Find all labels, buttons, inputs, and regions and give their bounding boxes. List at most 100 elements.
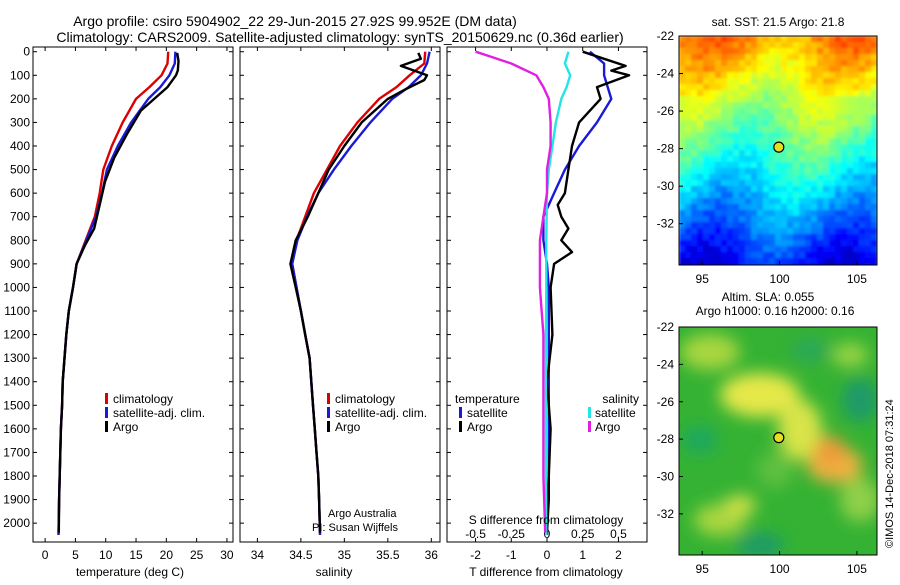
sst-cell (835, 96, 842, 103)
sst-cell (775, 174, 782, 181)
temperature-x-ticks: 0 5 10 15 20 25 30 (42, 47, 234, 562)
sst-cell (691, 198, 698, 205)
sst-cell (787, 156, 794, 163)
sst-cell (745, 126, 752, 133)
sst-cell (697, 228, 704, 235)
sst-cell (745, 90, 752, 97)
series-line-salinity-argo (475, 50, 552, 533)
sst-cell (715, 96, 722, 103)
sst-cell (817, 204, 824, 211)
sst-cell (787, 198, 794, 205)
sst-cell (787, 54, 794, 61)
sst-cell (709, 198, 716, 205)
sst-cell (709, 192, 716, 199)
sst-cell (769, 222, 776, 229)
sst-cell (841, 102, 848, 109)
sst-cell (805, 252, 812, 259)
sst-cell (703, 240, 710, 247)
sst-cell (793, 156, 800, 163)
sst-cell (853, 120, 860, 127)
sst-cell (793, 108, 800, 115)
sst-cell (763, 96, 770, 103)
sst-cell (775, 102, 782, 109)
sst-cell (769, 60, 776, 67)
sst-cell (817, 150, 824, 157)
sst-cell (733, 192, 740, 199)
sst-cell (829, 102, 836, 109)
sst-cell (697, 132, 704, 139)
sst-cell (835, 198, 842, 205)
sst-map (679, 36, 877, 265)
sst-cell (685, 168, 692, 175)
sst-cell (697, 48, 704, 55)
sst-cell (871, 168, 877, 175)
sst-cell (727, 210, 734, 217)
x-tick-label: 36 (425, 548, 439, 562)
sst-cell (775, 96, 782, 103)
depth-tick-label: 1100 (4, 304, 30, 318)
sst-cell (865, 108, 872, 115)
sst-cell (847, 54, 854, 61)
sst-cell (871, 60, 877, 67)
sst-cell (799, 72, 806, 79)
lon-tick-label: 100 (770, 272, 790, 286)
sst-cell (859, 48, 866, 55)
sst-cell (733, 204, 740, 211)
sst-cell (769, 246, 776, 253)
sst-cell (751, 54, 758, 61)
sst-cell (715, 198, 722, 205)
sst-cell (823, 162, 830, 169)
sst-cell (685, 144, 692, 151)
sst-cell (865, 228, 872, 235)
sst-cell (805, 114, 812, 121)
sst-cell (691, 66, 698, 73)
sst-cell (871, 66, 877, 73)
sst-cell (715, 72, 722, 79)
sst-cell (703, 132, 710, 139)
sst-cell (865, 120, 872, 127)
sst-cell (751, 114, 758, 121)
sst-cell (805, 186, 812, 193)
sst-cell (865, 216, 872, 223)
sst-cell (763, 174, 770, 181)
sst-cell (823, 180, 830, 187)
sst-cell (871, 48, 877, 55)
sst-cell (787, 234, 794, 241)
sst-cell (847, 48, 854, 55)
sst-cell (733, 90, 740, 97)
depth-axis: 0 100 200 300 400 500 600 700 800 900 1000 1100 1200… (3, 45, 647, 530)
sst-cell (733, 78, 740, 85)
lat-tick-label: -26 (657, 104, 675, 118)
sst-cell (733, 120, 740, 127)
sst-cell (757, 102, 764, 109)
sst-cell (697, 252, 704, 259)
sst-cell (829, 234, 836, 241)
sst-cell (763, 108, 770, 115)
sst-cell (829, 42, 836, 49)
sst-cell (757, 198, 764, 205)
sst-cell (853, 168, 860, 175)
x-tick-label: 15 (129, 548, 143, 562)
sst-cell (847, 222, 854, 229)
sst-cell (811, 138, 818, 145)
sst-cell (751, 72, 758, 79)
lat-tick-label: -30 (657, 179, 675, 193)
sst-cell (847, 210, 854, 217)
sst-cell (685, 132, 692, 139)
sst-cell (715, 42, 722, 49)
sst-cell (829, 198, 836, 205)
sst-cell (733, 48, 740, 55)
sst-cell (829, 138, 836, 145)
sst-cell (871, 156, 877, 163)
sst-cell (781, 96, 788, 103)
sst-cell (871, 234, 877, 241)
sst-cell (757, 138, 764, 145)
sst-cell (841, 120, 848, 127)
sst-cell (805, 84, 812, 91)
sst-cell (685, 48, 692, 55)
sst-cell (703, 66, 710, 73)
sst-cell (799, 222, 806, 229)
sst-cell (781, 36, 788, 43)
sst-cell (835, 120, 842, 127)
sst-cell (697, 240, 704, 247)
